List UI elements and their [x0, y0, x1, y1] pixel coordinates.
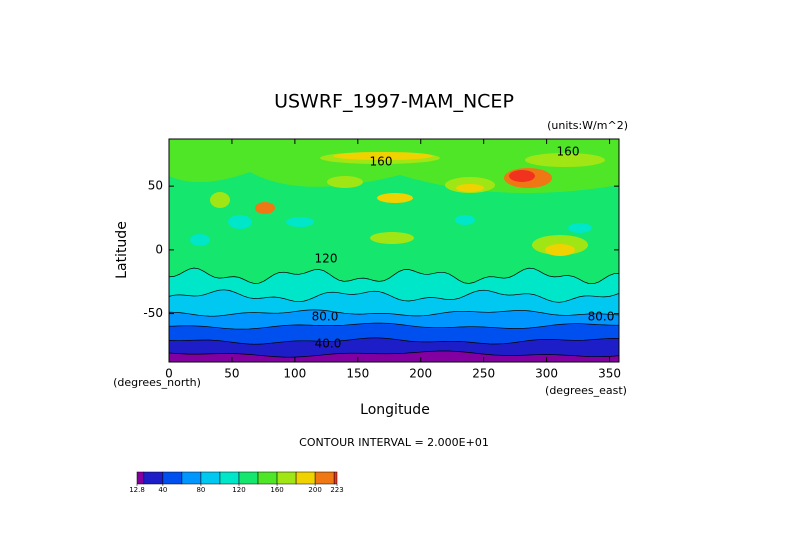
- colorbar-segment: [143, 471, 164, 485]
- contour-interval: CONTOUR INTERVAL = 2.000E+01: [299, 436, 489, 449]
- colorbar-segment: [200, 471, 221, 485]
- colorbar-segment: [219, 471, 240, 485]
- contour-label: 40.0: [315, 337, 342, 351]
- field-patch: [228, 215, 252, 229]
- field-patch: [327, 176, 363, 188]
- field-patch: [286, 217, 314, 227]
- field-band: [168, 350, 620, 363]
- field-patch: [525, 153, 605, 167]
- colorbar-segment: [257, 471, 278, 485]
- field-patch: [545, 244, 575, 256]
- plot-frame: [168, 138, 620, 363]
- units: (units:W/m^2): [547, 119, 628, 132]
- contour-field: [168, 139, 620, 363]
- colorbar-segment: [162, 471, 183, 485]
- field-patch: [190, 234, 210, 246]
- colorbar-label: 223: [330, 486, 343, 494]
- x-tick-label: 250: [472, 367, 495, 381]
- colorbar-label: 120: [232, 486, 245, 494]
- colorbar-label: 80: [196, 486, 205, 494]
- y-tick-label: -50: [143, 306, 163, 320]
- x-tick-label: 350: [598, 367, 621, 381]
- colorbar-label: 40: [158, 486, 167, 494]
- field-patch: [210, 192, 230, 208]
- x-axis-label: Longitude: [360, 402, 430, 418]
- contour-label: 120: [315, 252, 338, 266]
- x-tick-label: 50: [224, 367, 239, 381]
- field-patch: [255, 202, 275, 214]
- colorbar-segment: [136, 471, 145, 485]
- x-units: (degrees_east): [545, 384, 627, 397]
- x-tick-label: 0: [165, 367, 173, 381]
- contour-label: 160: [370, 155, 393, 169]
- y-axis-label: Latitude: [114, 221, 130, 279]
- colorbar-label: 200: [308, 486, 321, 494]
- contour-label: 80.0: [588, 310, 615, 324]
- y-tick-label: 0: [155, 242, 163, 256]
- colorbar-segment: [238, 471, 259, 485]
- colorbar-segment: [276, 471, 297, 485]
- colorbar-label: 160: [270, 486, 283, 494]
- x-tick-label: 100: [283, 367, 306, 381]
- colorbar-label: 12.8: [129, 486, 145, 494]
- field-patch: [456, 184, 484, 192]
- field-patch: [377, 193, 413, 203]
- x-tick-label: 150: [346, 367, 369, 381]
- chart-title: USWRF_1997-MAM_NCEP: [274, 91, 514, 113]
- field-patch: [509, 170, 535, 182]
- colorbar-segment: [314, 471, 335, 485]
- colorbar-segment: [295, 471, 316, 485]
- y-units: (degrees_north): [113, 376, 201, 389]
- field-patch: [455, 215, 475, 225]
- colorbar-segment: [181, 471, 202, 485]
- y-tick-label: 50: [148, 179, 163, 193]
- field-patch: [370, 232, 414, 244]
- field-patch: [333, 152, 433, 160]
- x-tick-label: 300: [535, 367, 558, 381]
- x-tick-label: 200: [409, 367, 432, 381]
- contour-label: 80.0: [312, 310, 339, 324]
- colorbar-segment: [333, 471, 338, 485]
- contour-label: 160: [557, 145, 580, 159]
- field-patch: [568, 223, 592, 233]
